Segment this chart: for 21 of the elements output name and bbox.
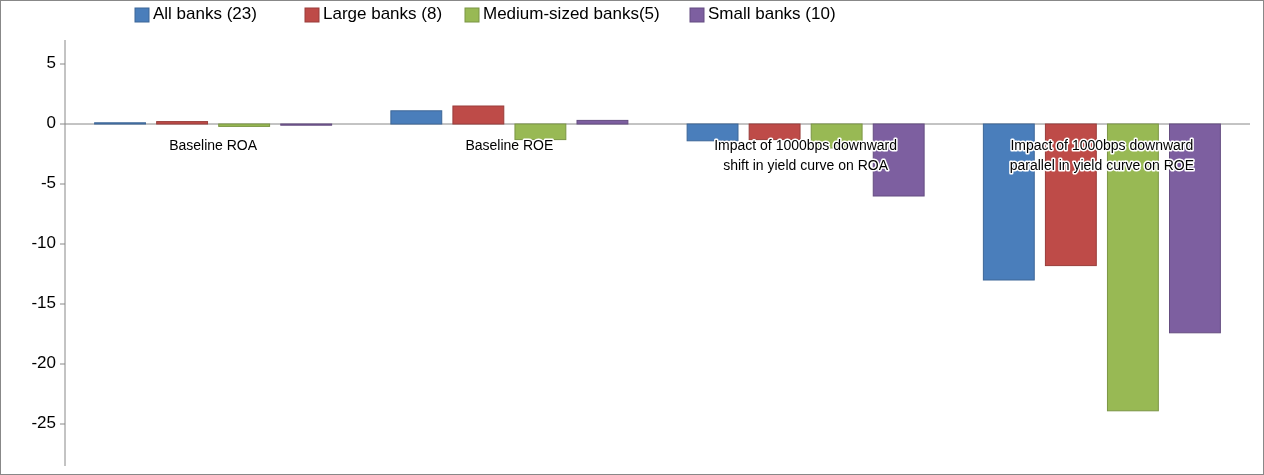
bar [452,105,505,125]
legend-label: Large banks (8) [323,4,443,24]
y-tick-label: -25 [31,413,56,433]
x-tick-label: Baseline ROE [465,137,554,153]
y-tick-label: -20 [31,353,56,373]
x-tick-label: Baseline ROA [169,137,258,153]
bar [576,119,629,125]
bar [218,123,271,127]
bar [156,121,209,125]
legend-label: Medium-sized banks(5) [483,4,660,24]
y-tick-label: 5 [46,53,56,73]
y-tick-label: -10 [31,233,56,253]
y-tick-label: -5 [40,173,56,193]
legend-label: All banks (23) [153,4,257,24]
bar [514,123,567,141]
y-tick-label: -15 [31,293,56,313]
bar [686,123,739,142]
bar [748,123,801,141]
y-tick-label: 0 [46,113,56,133]
legend-label: Small banks (10) [708,4,836,24]
bar [390,110,443,125]
